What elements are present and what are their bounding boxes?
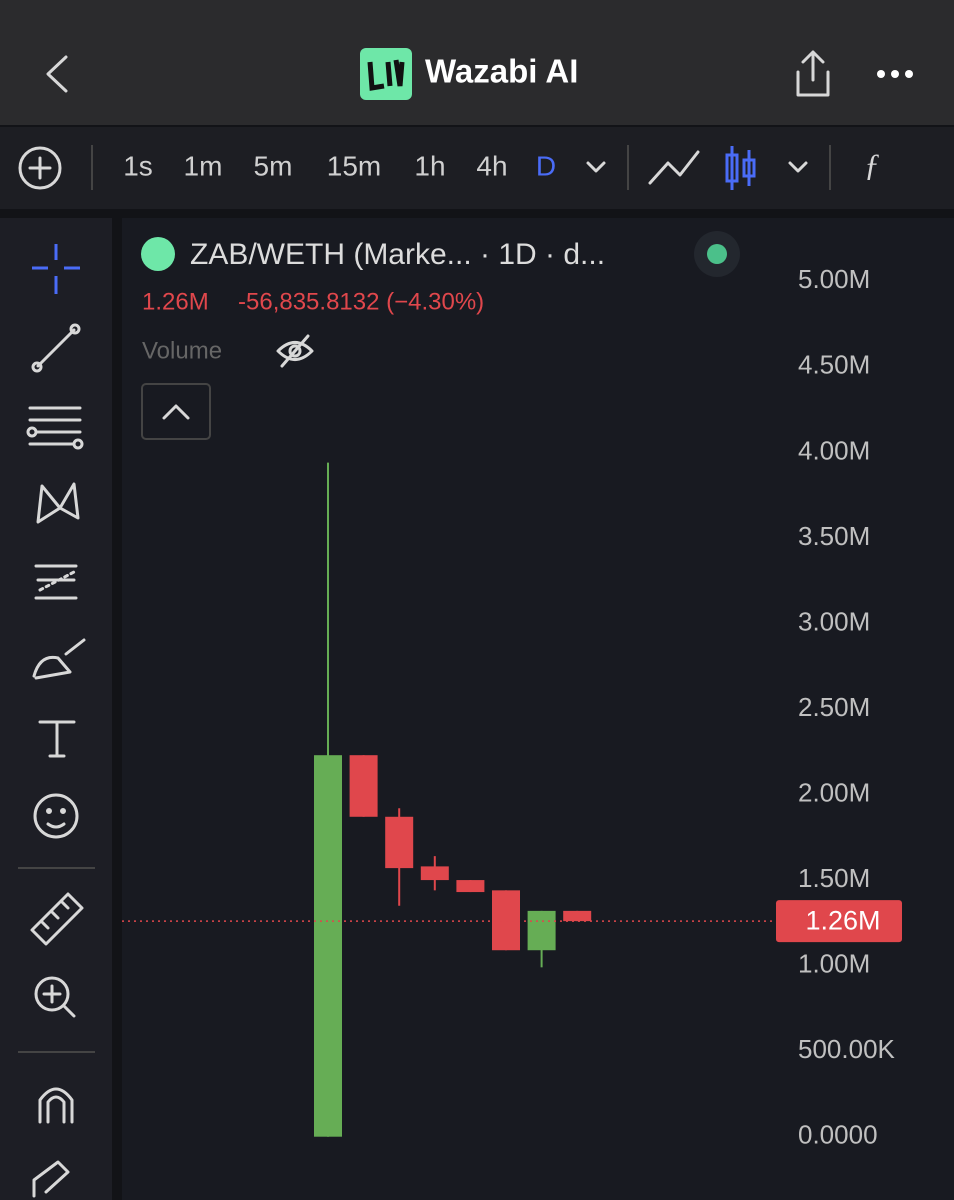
candle-body <box>492 890 520 951</box>
type-dropdown[interactable] <box>788 161 808 173</box>
interval-button[interactable]: 1s <box>123 150 153 181</box>
more-button[interactable] <box>877 70 913 78</box>
symbol-title: ZAB/WETH (Marke... · 1D · d... <box>190 238 605 271</box>
y-tick-label: 2.00M <box>798 777 870 807</box>
line-type[interactable] <box>648 150 700 185</box>
last-price-label: 1.26M <box>805 905 880 935</box>
status-dot <box>707 244 727 264</box>
add-indicator[interactable] <box>18 146 62 190</box>
y-tick-label: 5.00M <box>798 264 870 294</box>
y-tick-label: 0.0000 <box>798 1120 878 1150</box>
hide-indicator[interactable] <box>276 334 314 368</box>
drawing-tools[interactable] <box>26 323 86 1198</box>
price-change: -56,835.8132 (−4.30%) <box>238 288 484 315</box>
crosshair-tool[interactable] <box>32 244 80 294</box>
logo <box>360 48 412 100</box>
chart-panel <box>122 218 954 1200</box>
y-tick-label: 1.00M <box>798 948 870 978</box>
last-price-tag <box>776 900 902 943</box>
interval-button[interactable]: D <box>536 150 556 181</box>
y-tick-label: 1.50M <box>798 863 870 893</box>
interval-button[interactable]: 5m <box>254 150 293 181</box>
interval-dropdown[interactable] <box>586 161 606 173</box>
candle-body <box>456 880 485 893</box>
candle-body <box>314 755 342 1137</box>
candle-body <box>563 910 592 922</box>
top-bar <box>0 0 954 125</box>
y-tick-label: 2.50M <box>798 692 870 722</box>
back-button[interactable] <box>46 55 68 93</box>
candle-body <box>420 866 449 881</box>
share-button[interactable] <box>796 50 830 97</box>
plot-area: 0.0000 500.00K 1.00M 1.50M 2.00M 2.50M 3.00M 3.… <box>122 264 902 1150</box>
y-tick-label: 4.50M <box>798 350 870 380</box>
candle-body <box>527 910 556 951</box>
tool-panel <box>0 218 112 1200</box>
interval-button[interactable]: 4h <box>476 150 507 181</box>
candle-body <box>385 816 414 869</box>
y-tick-label: 3.50M <box>798 521 870 551</box>
y-tick-label: 4.00M <box>798 435 870 465</box>
last-price-legend: 1.26M <box>142 288 209 315</box>
collapse-button[interactable] <box>141 383 211 440</box>
candle-type[interactable] <box>725 146 756 190</box>
logo-mark <box>367 59 405 91</box>
app-title: Wazabi AI <box>425 53 578 90</box>
collapse-icon <box>162 404 190 420</box>
candle-body <box>349 755 378 817</box>
interval-button[interactable]: 1h <box>414 150 445 181</box>
interval-button[interactable]: 1m <box>184 150 223 181</box>
y-tick-label: 500.00K <box>798 1034 896 1064</box>
symbol-icon <box>141 237 175 271</box>
interval-group: 1s 1m 5m 15m 1h 4h D <box>123 150 556 181</box>
interval-button[interactable]: 15m <box>327 150 381 181</box>
indicator-name: Volume <box>142 337 222 364</box>
y-tick-label: 3.00M <box>798 606 870 636</box>
indicators-button[interactable]: ƒ <box>864 146 880 182</box>
